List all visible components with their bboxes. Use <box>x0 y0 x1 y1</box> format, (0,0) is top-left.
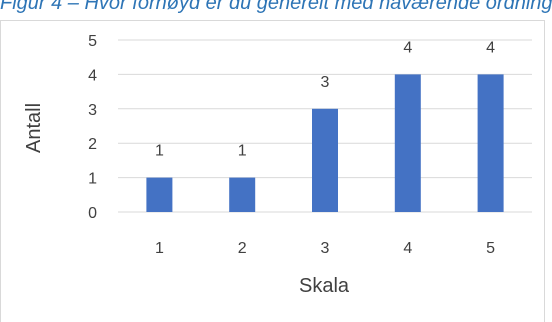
x-tick-label: 5 <box>486 240 495 257</box>
y-tick-label: 2 <box>88 136 97 153</box>
data-label: 1 <box>155 143 164 160</box>
y-tick-label: 0 <box>88 205 97 222</box>
x-axis-title: Skala <box>299 275 350 297</box>
bar <box>146 177 173 212</box>
y-tick-label: 1 <box>88 171 97 188</box>
data-label: 3 <box>321 74 330 91</box>
x-axis-ticks: 1 2 3 4 5 <box>155 240 495 257</box>
bars <box>146 74 504 213</box>
data-labels: 1 1 3 4 4 <box>155 39 495 159</box>
bar <box>477 74 504 213</box>
figure-caption: Figur 4 – Hvor fornøyd er du generelt me… <box>0 0 552 14</box>
y-axis-title: Antall <box>23 103 45 153</box>
figure-caption-strip: Figur 4 – Hvor fornøyd er du generelt me… <box>0 0 552 22</box>
x-tick-label: 1 <box>155 240 164 257</box>
y-axis-ticks: 0 1 2 3 4 5 <box>88 33 97 222</box>
bar <box>394 74 421 213</box>
x-tick-label: 3 <box>321 240 330 257</box>
x-tick-label: 2 <box>238 240 247 257</box>
bar <box>312 108 338 212</box>
bar <box>229 177 256 212</box>
y-tick-label: 4 <box>88 67 97 84</box>
y-tick-label: 3 <box>88 102 97 119</box>
data-label: 4 <box>486 39 495 56</box>
data-label: 1 <box>238 143 247 160</box>
y-tick-label: 5 <box>88 33 97 50</box>
chart-frame <box>0 20 545 322</box>
data-label: 4 <box>403 39 412 56</box>
x-tick-label: 4 <box>403 240 412 257</box>
